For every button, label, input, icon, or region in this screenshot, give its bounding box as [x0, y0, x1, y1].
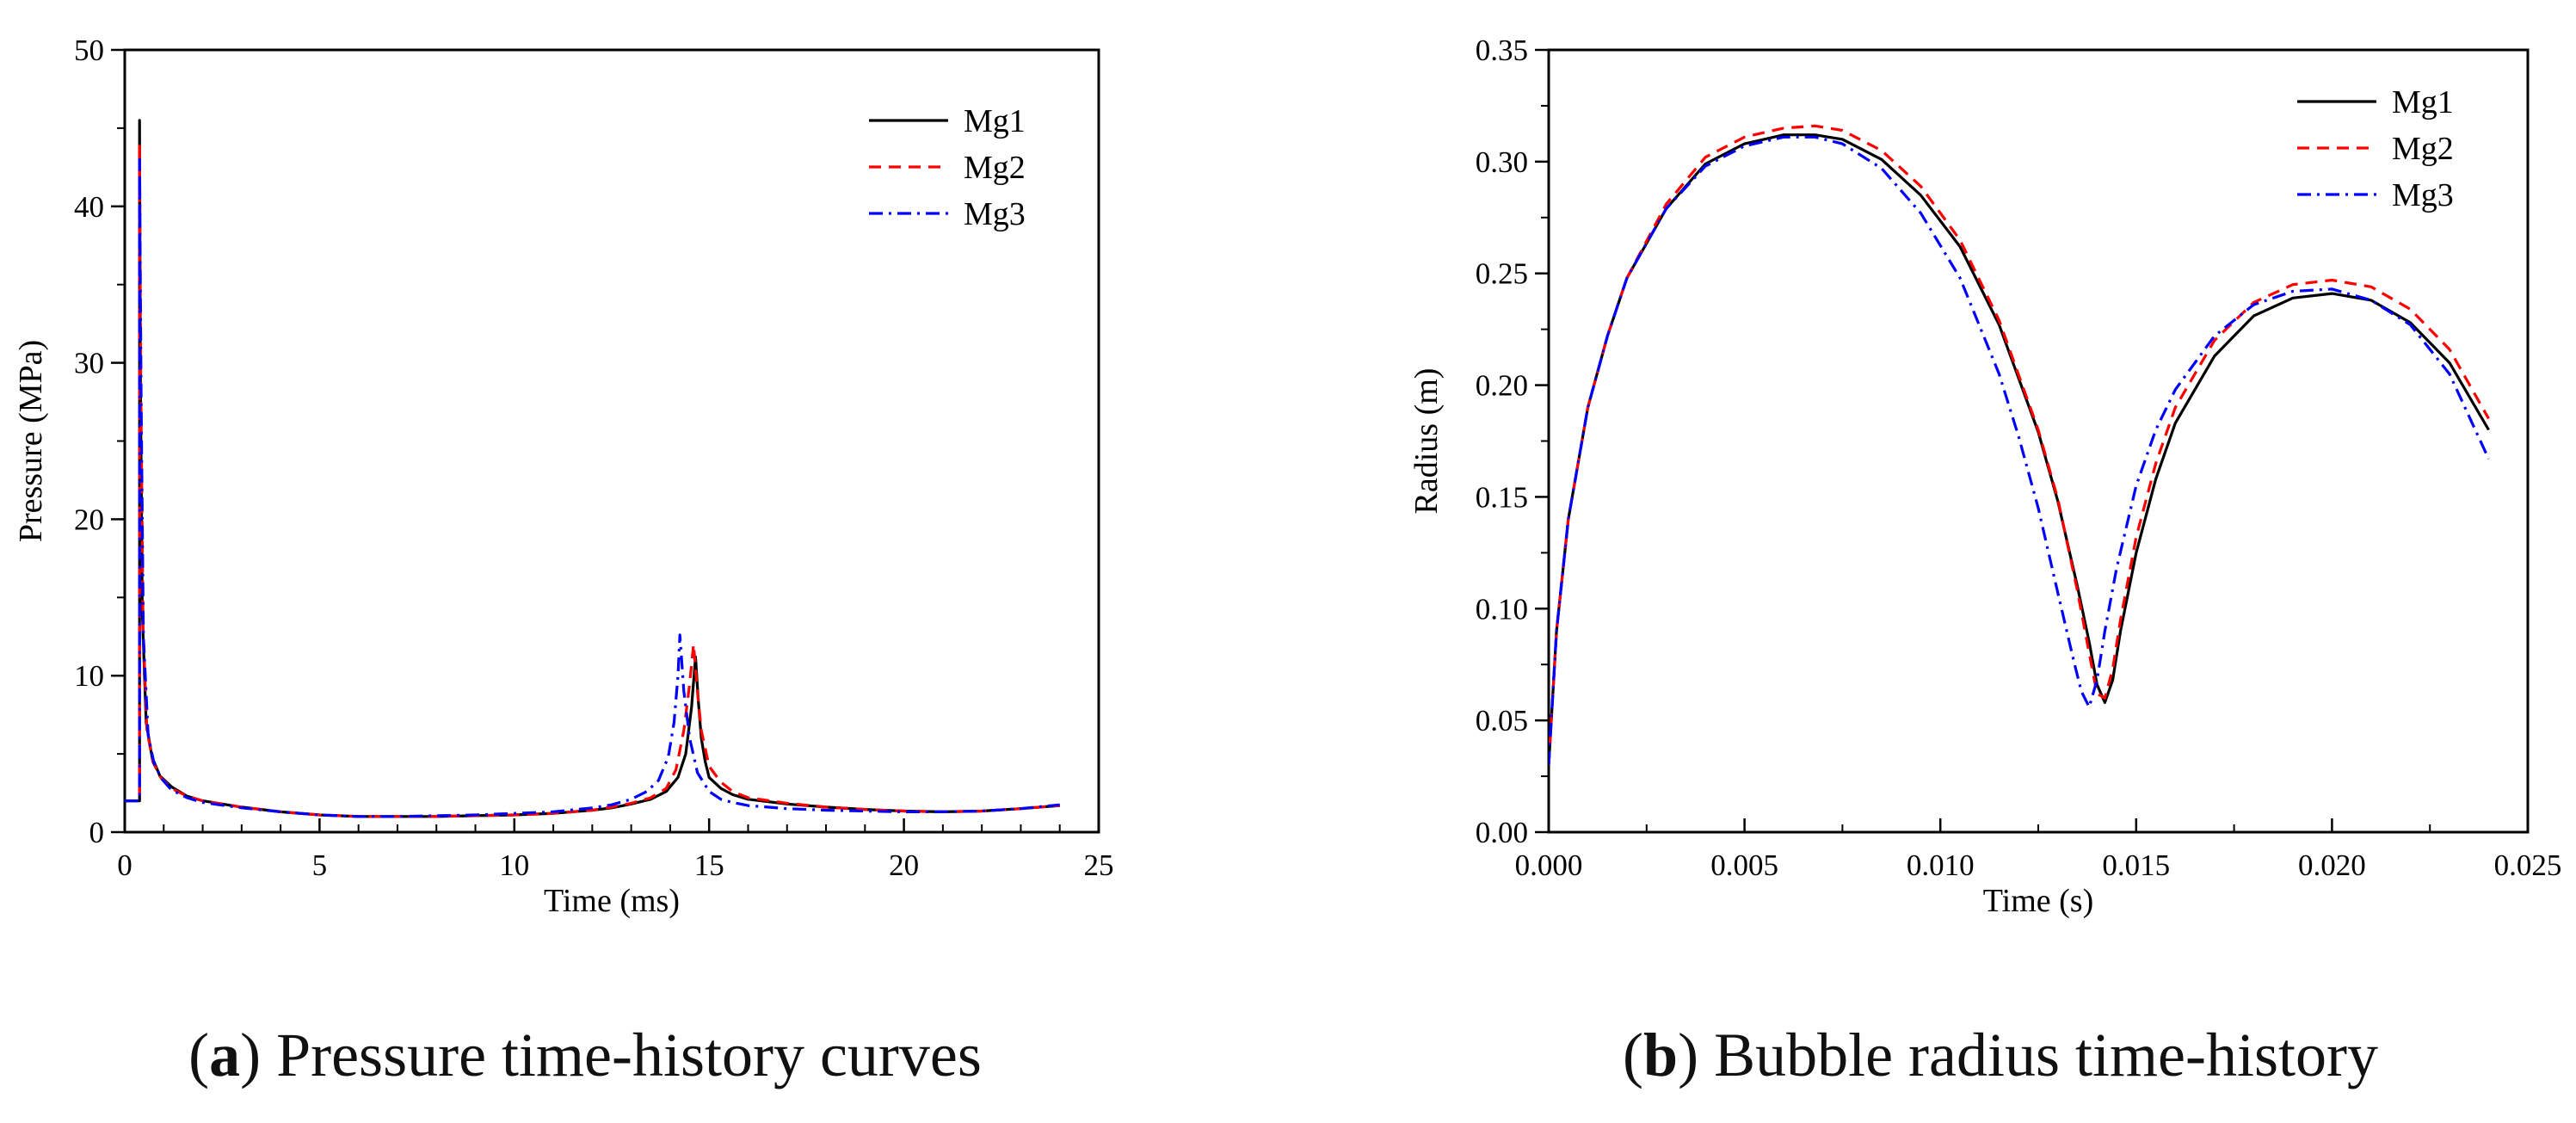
pb-y-tick-label: 0.10 — [1476, 592, 1528, 626]
pa-y-axis-label: Pressure (MPa) — [13, 340, 49, 542]
pa-y-tick-label: 20 — [74, 503, 104, 536]
pb-legend-label-mg3: Mg3 — [2392, 177, 2454, 213]
pb-x-tick-label: 0.005 — [1710, 848, 1778, 882]
pb-legend-label-mg1: Mg1 — [2392, 84, 2454, 120]
pb-x-tick-label: 0.020 — [2298, 848, 2366, 882]
caption-a-label: a — [209, 1021, 241, 1089]
pa-y-tick-label: 30 — [74, 347, 104, 380]
caption-a-text: Pressure time-history curves — [276, 1021, 982, 1089]
caption-b: (b) Bubble radius time-history — [1623, 1021, 2378, 1089]
pa-y-tick-label: 40 — [74, 190, 104, 224]
panel-b-radius-chart: 0.000 0.005 0.010 0.015 0.020 0.025 0.00 0.05 0.… — [1408, 34, 2561, 919]
pa-series-mg3-line — [125, 157, 1060, 818]
pa-plot-frame — [123, 48, 1100, 834]
pb-x-tick-label: 0.000 — [1515, 848, 1583, 882]
pb-y-tick-label: 0.15 — [1476, 480, 1528, 514]
pb-series-mg2-line — [1549, 124, 2490, 766]
pb-series-mg1-line — [1549, 133, 2490, 766]
pb-x-axis-label: Time (s) — [1983, 883, 2093, 919]
pa-y-tick-label: 0 — [89, 816, 105, 849]
pa-series-mg2-line — [125, 142, 1060, 818]
pb-legend-label-mg2: Mg2 — [2392, 131, 2454, 167]
pa-legend-label-mg2: Mg2 — [964, 150, 1026, 186]
panel-a-pressure-chart: 0 5 10 15 20 25 0 10 20 30 40 50 Time (ms) Pressure (… — [13, 34, 1114, 919]
pb-y-tick-label: 0.20 — [1476, 369, 1528, 403]
pb-y-tick-label: 0.00 — [1476, 816, 1528, 849]
pa-y-tick-label: 50 — [74, 34, 104, 67]
pb-series-mg3-line — [1549, 135, 2490, 766]
pa-x-tick-label: 5 — [312, 848, 328, 882]
caption-b-text: Bubble radius time-history — [1714, 1021, 2378, 1089]
pa-x-tick-label: 20 — [889, 848, 919, 882]
pa-legend-label-mg1: Mg1 — [964, 103, 1026, 139]
pa-y-tick-label: 10 — [74, 659, 104, 693]
pb-y-tick-label: 0.05 — [1476, 704, 1528, 737]
pa-x-tick-label: 0 — [117, 848, 132, 882]
pb-x-tick-label: 0.015 — [2102, 848, 2170, 882]
pa-series-mg1-line — [125, 119, 1060, 818]
caption-b-label: b — [1643, 1021, 1679, 1089]
pb-y-tick-label: 0.35 — [1476, 34, 1528, 67]
pa-legend-label-mg3: Mg3 — [964, 196, 1026, 232]
pa-x-axis-label: Time (ms) — [544, 883, 680, 919]
pb-y-axis-label: Radius (m) — [1408, 368, 1445, 515]
pa-x-tick-label: 10 — [499, 848, 529, 882]
pb-plot-frame — [1547, 48, 2530, 834]
pb-y-tick-label: 0.30 — [1476, 145, 1528, 179]
caption-a: (a) Pressure time-history curves — [188, 1021, 982, 1089]
pa-x-tick-label: 15 — [694, 848, 724, 882]
pa-x-tick-label: 25 — [1084, 848, 1114, 882]
pb-y-tick-label: 0.25 — [1476, 257, 1528, 291]
pb-x-tick-label: 0.025 — [2494, 848, 2562, 882]
pb-x-tick-label: 0.010 — [1907, 848, 1975, 882]
